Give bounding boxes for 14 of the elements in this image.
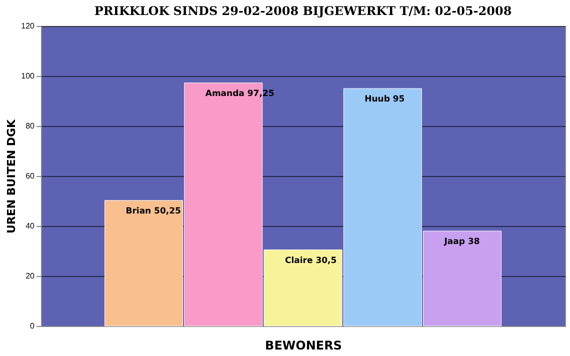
- y-tick-label: 60: [26, 172, 36, 180]
- y-tick-label: 100: [21, 72, 36, 80]
- data-label: Jaap 38: [443, 237, 480, 247]
- y-tick-label: 40: [26, 222, 36, 230]
- data-label: Huub 95: [364, 94, 405, 104]
- data-label: Claire 30,5: [285, 256, 337, 266]
- y-tick-label: 80: [26, 122, 36, 130]
- y-tick-label: 20: [26, 272, 36, 280]
- x-axis-title: BEWONERS: [265, 338, 342, 352]
- y-tick-label: 0: [30, 322, 36, 330]
- data-label: Brian 50,25: [126, 206, 182, 216]
- y-axis-title: UREN BUITEN DGK: [5, 118, 18, 234]
- y-tick-label: 120: [21, 22, 36, 30]
- chart-title: PRIKKLOK SINDS 29-02-2008 BIJGEWERKT T/M: 02-05-2008: [94, 4, 512, 18]
